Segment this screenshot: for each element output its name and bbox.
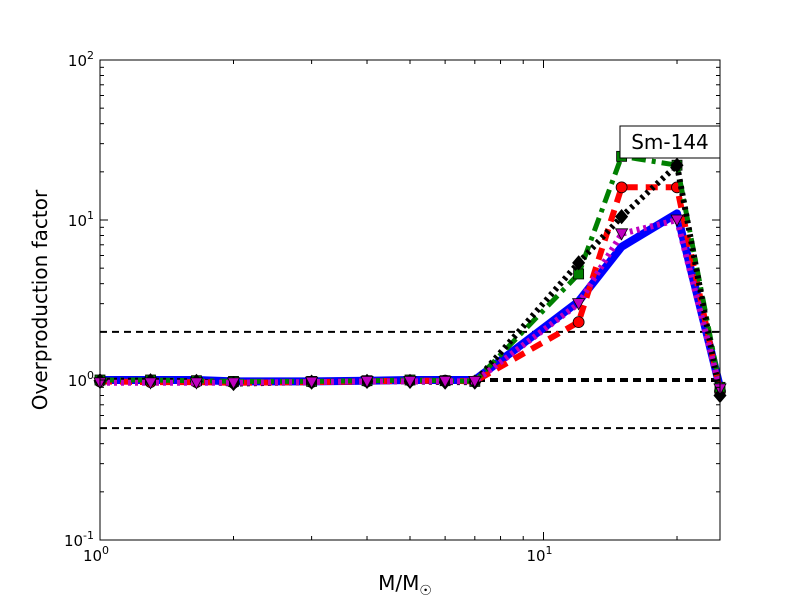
y-tick-label-base-2: 10 bbox=[68, 212, 87, 230]
series-4-point-8 bbox=[468, 376, 482, 389]
series-4-point-1 bbox=[143, 377, 158, 390]
y-tick-label-base-1: 10 bbox=[68, 372, 87, 390]
y-tick-label-base-3: 10 bbox=[68, 52, 87, 70]
series-4-point-7 bbox=[438, 376, 452, 389]
plot-background bbox=[100, 60, 720, 540]
series-3-point-9 bbox=[572, 255, 586, 271]
series-3-point-11 bbox=[670, 157, 684, 173]
x-tick-label-0: 100 bbox=[83, 544, 109, 565]
series-4-point-2 bbox=[189, 377, 204, 390]
series-layer bbox=[93, 150, 727, 404]
y-tick-label-exp-3: 2 bbox=[87, 49, 94, 62]
series-3-point-10 bbox=[615, 208, 629, 225]
reference-lines bbox=[100, 330, 720, 430]
x-tick-label-1: 101 bbox=[526, 544, 552, 565]
y-tick-label-exp-1: 0 bbox=[87, 369, 94, 382]
series-4-point-4 bbox=[304, 376, 319, 389]
y-tick-label-exp-0: -1 bbox=[83, 529, 94, 542]
series-1-point-10 bbox=[615, 181, 628, 194]
y-tick-label-exp-2: 1 bbox=[87, 209, 94, 222]
x-tick-label-exp-0: 0 bbox=[102, 544, 109, 557]
series-4-point-6 bbox=[403, 376, 417, 389]
x-axis-label: M/M☉ bbox=[378, 571, 432, 599]
annotation-box: Sm-144 bbox=[619, 125, 721, 159]
y-tick-label-2: 101 bbox=[68, 209, 94, 230]
annotation-frame bbox=[619, 125, 721, 159]
annotation-label: Sm-144 bbox=[631, 130, 709, 154]
series-4-point-9 bbox=[571, 298, 586, 311]
series-4-point-10 bbox=[614, 228, 629, 241]
x-axis-label-subscript: ☉ bbox=[419, 583, 432, 599]
x-axis-label-main: M/M bbox=[378, 571, 419, 595]
y-tick-label-0: 10-1 bbox=[64, 529, 94, 550]
y-tick-label-1: 100 bbox=[68, 369, 94, 390]
series-4-point-11 bbox=[670, 214, 684, 227]
series-4-point-5 bbox=[360, 376, 374, 389]
x-tick-label-exp-1: 1 bbox=[546, 544, 553, 557]
y-tick-label-3: 102 bbox=[68, 49, 94, 70]
series-4-point-3 bbox=[226, 377, 241, 390]
y-tick-label-base-0: 10 bbox=[64, 532, 83, 550]
x-tick-label-base-0: 10 bbox=[83, 547, 102, 565]
x-tick-label-base-1: 10 bbox=[526, 547, 545, 565]
y-axis-label: Overproduction factor bbox=[28, 189, 52, 410]
series-2-point-9 bbox=[573, 268, 585, 280]
series-1-point-9 bbox=[572, 316, 585, 329]
